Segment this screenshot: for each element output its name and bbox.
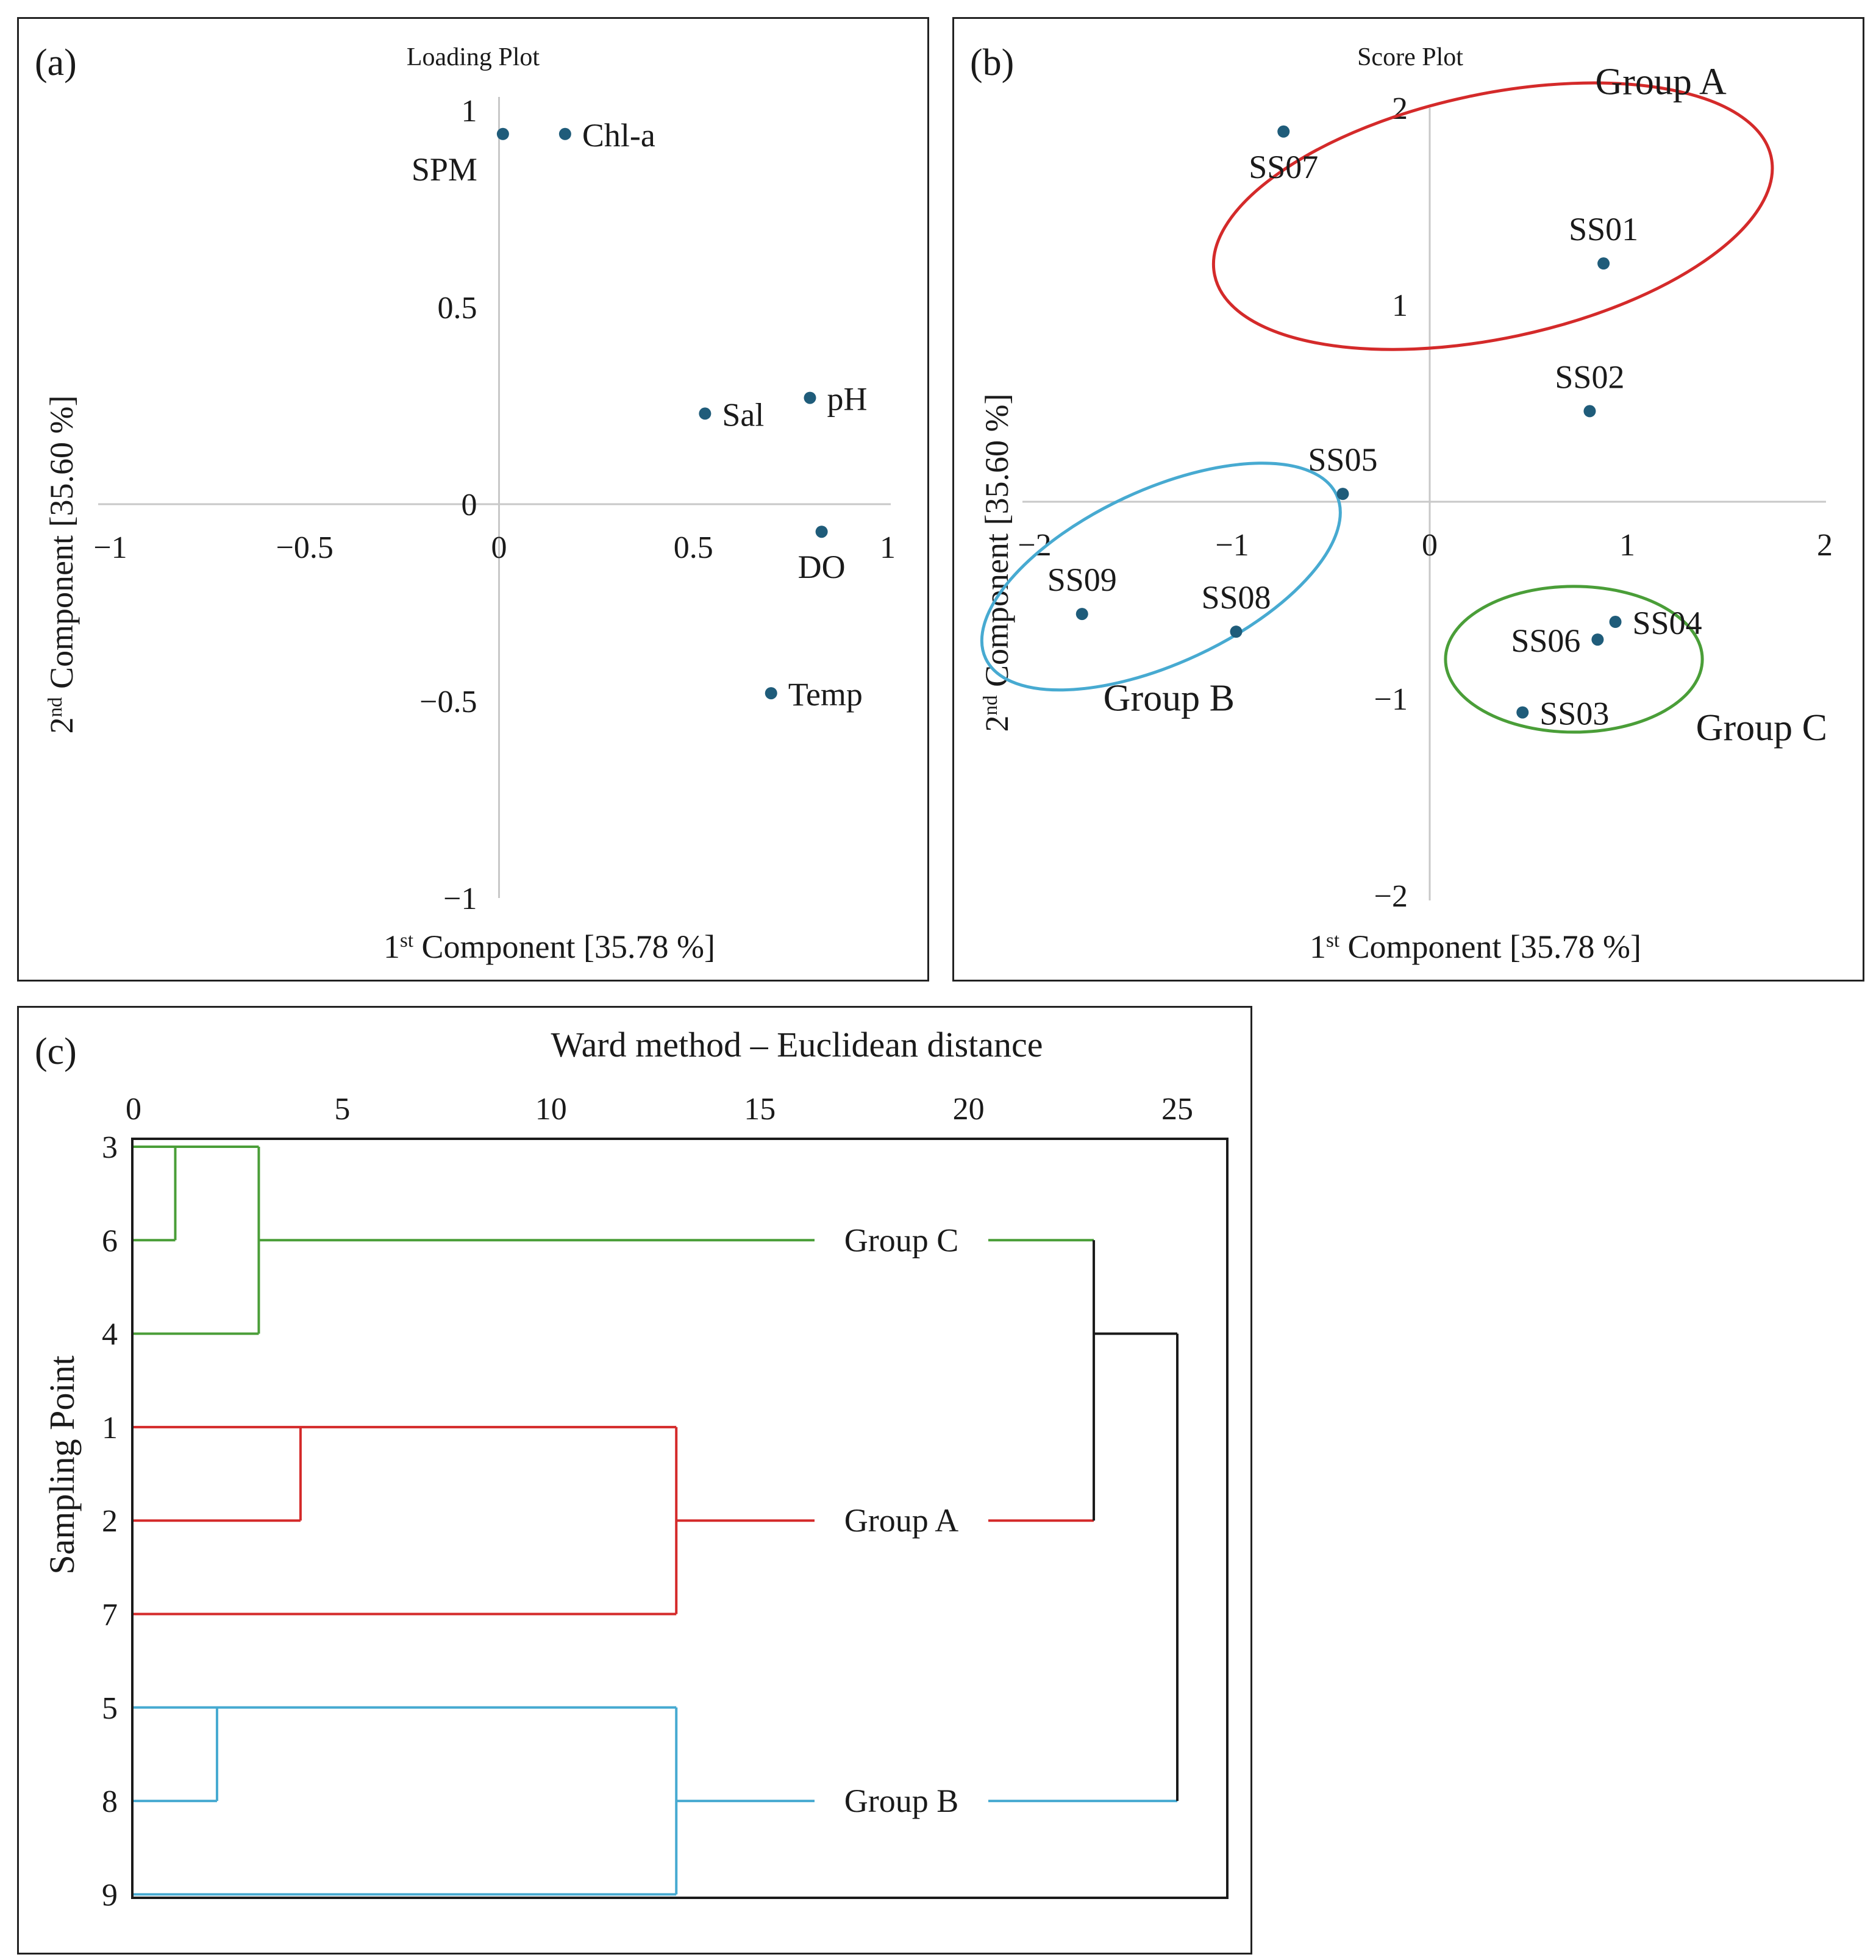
data-point-label: SS06 — [1511, 622, 1580, 659]
data-point — [765, 687, 777, 700]
data-point-label: pH — [827, 381, 868, 418]
data-point — [496, 127, 509, 140]
y-tick-label: −2 — [1374, 879, 1408, 914]
data-point — [558, 127, 571, 140]
x-axis-label: 1st Component [35.78 %] — [1310, 928, 1641, 965]
y-axis-label: Sampling Point — [42, 1355, 82, 1574]
data-point — [1277, 125, 1290, 138]
data-point-label: SS01 — [1569, 211, 1638, 248]
x-tick-label: 20 — [953, 1092, 985, 1127]
data-point-label: SS09 — [1047, 561, 1117, 598]
data-point-label: SS05 — [1308, 441, 1377, 478]
panel-label: (b) — [970, 42, 1014, 84]
x-tick-label: 5 — [334, 1092, 350, 1127]
x-tick-label: 0 — [126, 1092, 141, 1127]
data-point-label: Sal — [722, 396, 764, 433]
data-point-label: SS07 — [1249, 149, 1318, 185]
group-label: Group B — [844, 1783, 959, 1819]
data-point — [1609, 616, 1622, 629]
dendrogram-panel: (c) Ward method – Euclidean distance 0 5 10 1… — [17, 1006, 1252, 1955]
y-tick-label: 1 — [1392, 288, 1408, 323]
x-tick-label: 0.5 — [674, 530, 713, 565]
loading-plot-panel: (a) Loading Plot −1 −0.5 0 0.5 1 1 0.5 0 −0.5 −1 1st… — [17, 17, 929, 982]
y-tick-label: −0.5 — [419, 685, 477, 719]
panel-label: (c) — [35, 1031, 77, 1072]
group-label: Group B — [1104, 677, 1235, 719]
loading-plot-svg: (a) Loading Plot −1 −0.5 0 0.5 1 1 0.5 0 −0.5 −1 1st… — [35, 42, 896, 965]
x-tick-label: 0 — [1422, 528, 1438, 563]
y-axis-label: 2nd Component [35.60 %] — [979, 394, 1015, 732]
group-label: Group A — [1595, 61, 1727, 102]
chart-title: Ward method – Euclidean distance — [551, 1025, 1043, 1064]
data-point-label: DO — [798, 549, 846, 585]
y-tick-label: 2 — [1392, 91, 1408, 126]
y-tick-label: 1 — [462, 94, 477, 129]
data-point-label: SS04 — [1633, 605, 1702, 641]
x-tick-label: 2 — [1817, 528, 1833, 563]
data-point — [1230, 625, 1243, 638]
panel-label: (a) — [35, 42, 77, 84]
leaf-label: 6 — [102, 1224, 118, 1258]
leaf-label: 9 — [102, 1878, 118, 1912]
data-point — [1336, 488, 1349, 501]
group-label: Group C — [1696, 707, 1827, 749]
data-point — [1583, 405, 1596, 418]
chart-title: Score Plot — [1357, 43, 1463, 71]
group-ellipse — [1444, 585, 1704, 734]
score-plot-panel: (b) Score Plot −2 −1 0 1 2 2 1 −1 −2 1st Component … — [952, 17, 1864, 982]
data-point-label: SS08 — [1201, 579, 1271, 616]
x-tick-label: 15 — [744, 1092, 776, 1127]
y-axis-label: 2nd Component [35.60 %] — [43, 396, 80, 734]
y-tick-label: −1 — [443, 882, 477, 916]
y-tick-label: −1 — [1374, 682, 1408, 717]
group-ellipse — [1211, 81, 1774, 351]
group-label: Group C — [844, 1222, 959, 1258]
plot-frame — [131, 1138, 1229, 1899]
leaf-label: 3 — [102, 1130, 118, 1165]
x-tick-label: −1 — [1215, 528, 1249, 563]
data-point-label: SS03 — [1539, 696, 1609, 732]
x-tick-label: 25 — [1161, 1092, 1193, 1127]
x-tick-label: 10 — [535, 1092, 567, 1127]
data-point — [1075, 608, 1088, 621]
data-point-label: Temp — [788, 676, 863, 713]
data-point-label: SPM — [412, 151, 477, 188]
x-tick-label: 0 — [491, 530, 507, 565]
leaf-label: 7 — [102, 1598, 118, 1633]
group-ellipse — [980, 461, 1342, 692]
data-point — [1597, 257, 1610, 270]
leaf-label: 1 — [102, 1411, 118, 1445]
data-point — [699, 407, 712, 420]
x-tick-label: −0.5 — [276, 530, 333, 565]
data-point — [1516, 706, 1529, 719]
group-label: Group A — [844, 1502, 959, 1539]
x-axis-label: 1st Component [35.78 %] — [383, 928, 715, 965]
y-tick-label: 0 — [462, 488, 477, 522]
chart-title: Loading Plot — [407, 43, 540, 71]
data-point — [804, 391, 816, 404]
data-point — [815, 526, 828, 538]
y-tick-label: 0.5 — [438, 291, 477, 326]
leaf-label: 5 — [102, 1691, 118, 1726]
leaf-label: 4 — [102, 1317, 118, 1352]
x-tick-label: 1 — [1619, 528, 1635, 563]
x-tick-label: 1 — [880, 530, 896, 565]
x-tick-label: −1 — [93, 530, 127, 565]
leaf-label: 2 — [102, 1504, 118, 1539]
data-point-label: SS02 — [1555, 358, 1624, 395]
data-point-label: Chl-a — [582, 117, 655, 154]
leaf-label: 8 — [102, 1784, 118, 1819]
dendrogram-svg: (c) Ward method – Euclidean distance 0 5 10 1… — [35, 1025, 1229, 1912]
data-point — [1591, 633, 1604, 646]
